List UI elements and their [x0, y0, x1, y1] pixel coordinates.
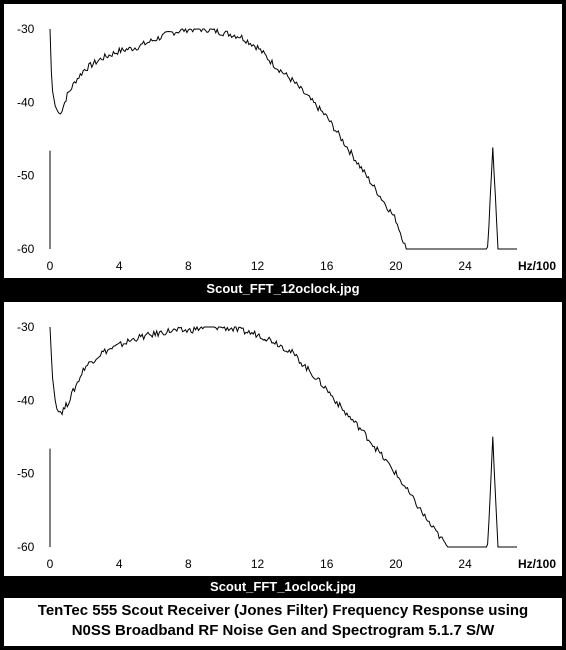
description-line-2: N0SS Broadband RF Noise Gen and Spectrog…: [71, 622, 495, 639]
y-tick-label: -60: [17, 540, 35, 554]
chart-caption-12oclock: Scout_FFT_12oclock.jpg: [206, 281, 360, 296]
x-tick-label: 24: [458, 557, 472, 571]
x-tick-label: 8: [185, 557, 192, 571]
y-tick-label: -50: [17, 169, 35, 183]
x-tick-label: 12: [251, 259, 265, 273]
x-tick-label: 4: [116, 557, 123, 571]
y-tick-label: -40: [17, 393, 35, 407]
x-tick-label: 0: [47, 557, 54, 571]
x-tick-label: 8: [185, 259, 192, 273]
fft-chart-12oclock: -30 -40 -50 -60 0 4 8 12 16 20 24 Hz/100: [17, 22, 556, 273]
x-axis-label: Hz/100: [518, 557, 556, 571]
series-line: [49, 325, 517, 548]
description-line-1: TenTec 555 Scout Receiver (Jones Filter)…: [37, 602, 529, 619]
y-tick-label: -60: [17, 242, 35, 256]
y-tick-label: -30: [17, 320, 35, 334]
chart-panel-1oclock: -30 -40 -50 -60 0 4 8 12 16 20 24 Hz/100: [4, 302, 562, 576]
x-tick-label: 20: [389, 259, 403, 273]
y-tick-label: -40: [17, 95, 35, 109]
figure-description: TenTec 555 Scout Receiver (Jones Filter)…: [4, 598, 562, 646]
x-tick-label: 16: [320, 259, 334, 273]
y-tick-label: -30: [17, 22, 35, 36]
x-tick-label: 0: [47, 259, 54, 273]
y-tick-label: -50: [17, 467, 35, 481]
x-tick-label: 24: [458, 259, 472, 273]
x-tick-label: 20: [389, 557, 403, 571]
x-axis-label: Hz/100: [518, 259, 556, 273]
x-tick-label: 12: [251, 557, 265, 571]
x-tick-label: 4: [116, 259, 123, 273]
fft-chart-1oclock: -30 -40 -50 -60 0 4 8 12 16 20 24 Hz/100: [17, 320, 556, 571]
chart-caption-1oclock: Scout_FFT_1oclock.jpg: [210, 579, 356, 594]
series-line: [49, 27, 517, 250]
chart-panel-12oclock: -30 -40 -50 -60 0 4 8 12 16 20 24 Hz/100: [4, 4, 562, 278]
x-tick-label: 16: [320, 557, 334, 571]
